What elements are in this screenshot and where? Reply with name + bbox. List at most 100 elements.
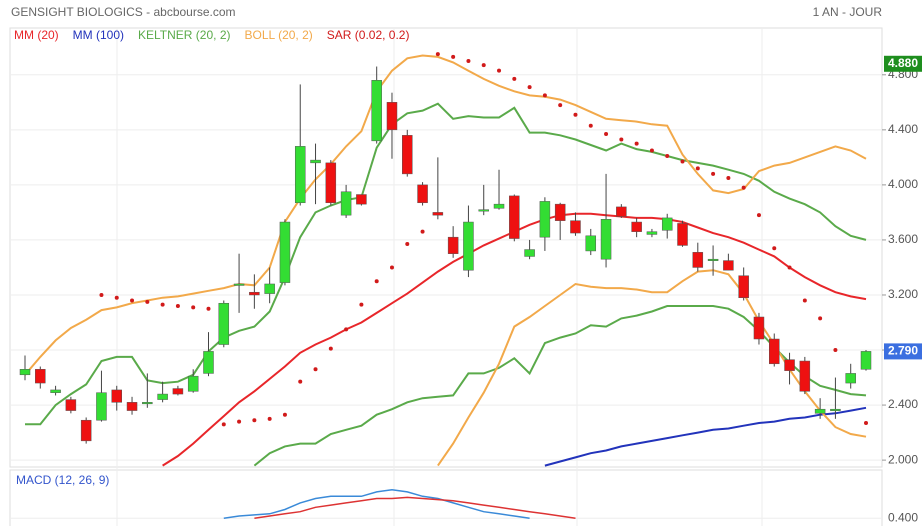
sar-dot: [374, 279, 379, 284]
sar-dot: [695, 166, 700, 171]
y-tick-label: 2.000: [888, 452, 918, 466]
candle-body: [35, 369, 46, 384]
sar-dot: [481, 63, 486, 68]
candle-body: [402, 135, 413, 175]
legend-entry: MM (20): [14, 28, 59, 42]
candle-body: [96, 392, 107, 421]
candle-body: [769, 338, 780, 365]
candle-body: [279, 221, 291, 283]
sar-dot: [359, 302, 364, 307]
candle-body: [509, 195, 520, 239]
plot-frame: [9, 27, 883, 468]
candle-body: [616, 206, 627, 217]
candle-body: [203, 351, 214, 374]
legend: MM (20) MM (100) KELTNER (20, 2) BOLL (20, …: [14, 28, 409, 42]
candle-body: [677, 223, 688, 246]
candle-body: [417, 184, 428, 204]
candle-body: [845, 373, 856, 384]
macd-line: [223, 488, 530, 519]
sar-dot: [512, 76, 517, 81]
y-tick-label: 3.200: [888, 287, 918, 301]
candle-body: [172, 388, 184, 395]
sar-dot: [206, 306, 211, 311]
candle-body: [814, 408, 826, 414]
sar-dot: [558, 103, 563, 108]
title: GENSIGHT BIOLOGICS - abcbourse.com: [11, 5, 236, 19]
candle-body: [65, 399, 77, 411]
sar-dot: [649, 148, 654, 153]
sar-dot: [802, 298, 807, 303]
candle-body: [830, 408, 841, 411]
sar-dot: [99, 292, 104, 297]
sar-dot: [772, 246, 777, 251]
sar-dot: [313, 367, 318, 372]
legend-entry: SAR (0.02, 0.2): [327, 28, 410, 42]
band-upper: [24, 54, 867, 376]
sar-dot: [282, 412, 287, 417]
legend-entry: KELTNER (20, 2): [138, 28, 230, 42]
moving-average: [544, 406, 867, 467]
sar-dot: [420, 229, 425, 234]
candle-body: [157, 393, 168, 400]
sar-dot: [405, 242, 410, 247]
sar-dot: [160, 302, 165, 307]
candle-body: [264, 283, 275, 294]
candle-body: [310, 159, 321, 164]
sar-dot: [665, 153, 670, 158]
candle-body: [738, 275, 749, 298]
candle-body: [249, 291, 260, 296]
y-tick-label: 4.000: [888, 177, 918, 191]
period: 1 AN - JOUR: [813, 5, 883, 19]
y-tick-label: 0.400: [888, 510, 918, 524]
price-marker: [884, 55, 922, 72]
sar-dot: [145, 299, 150, 304]
sar-dot: [221, 422, 226, 427]
candle-body: [478, 209, 489, 212]
sar-dot: [711, 171, 716, 176]
sar-dot: [298, 379, 303, 384]
candle-body: [386, 102, 398, 131]
sar-dot: [114, 295, 119, 300]
y-tick-label: 2.400: [888, 397, 918, 411]
grid: [10, 74, 882, 461]
candles: [19, 66, 872, 444]
sar-dot: [191, 305, 196, 310]
sar-dot: [680, 159, 685, 164]
candle-body: [707, 258, 719, 261]
band-upper: [25, 102, 867, 426]
candle-body: [294, 146, 306, 204]
candle-body: [860, 351, 872, 370]
candle-body: [447, 236, 459, 254]
candle-body: [554, 203, 566, 221]
sar-dot: [741, 185, 746, 190]
sar-dot: [237, 419, 242, 424]
sar-dot: [328, 346, 333, 351]
candle-body: [356, 194, 367, 205]
price-marker-label: 4.880: [888, 56, 918, 70]
candle-body: [585, 235, 597, 252]
candle-body: [340, 191, 352, 216]
candle-body: [692, 252, 704, 268]
candle-body: [723, 260, 734, 271]
sar-dot: [435, 52, 440, 57]
sar-dot: [252, 418, 257, 423]
candle-body: [600, 219, 612, 260]
macd-lines: [10, 488, 882, 519]
sar-dot: [619, 137, 624, 142]
sar-dot: [451, 54, 456, 59]
sar-dot: [389, 265, 394, 270]
band-lower: [437, 269, 867, 467]
sar-dot: [542, 93, 547, 98]
sar-dot: [267, 416, 272, 421]
candle-body: [111, 389, 122, 403]
candle-body: [19, 369, 31, 376]
candle-body: [753, 316, 765, 340]
sar-dot: [466, 59, 471, 64]
candle-body: [646, 231, 658, 235]
sar-dot: [833, 348, 838, 353]
legend-entry: MM (100): [73, 28, 124, 42]
macd-frame: [9, 469, 883, 526]
y-axis: 2.0002.4002.8003.2003.6004.0004.4004.800…: [882, 55, 922, 466]
sar-dot: [604, 131, 609, 136]
candle-body: [187, 375, 199, 392]
